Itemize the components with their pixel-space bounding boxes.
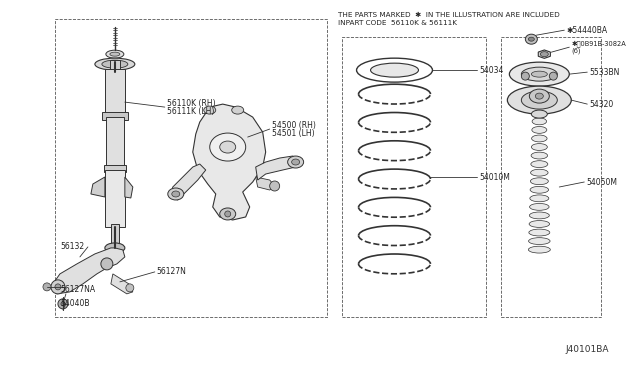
Ellipse shape <box>61 302 65 306</box>
Ellipse shape <box>105 243 125 253</box>
Ellipse shape <box>101 258 113 270</box>
Bar <box>342 37 486 317</box>
Ellipse shape <box>531 169 548 176</box>
Polygon shape <box>193 104 266 220</box>
Text: ✱54440BA: ✱54440BA <box>566 26 607 35</box>
Ellipse shape <box>529 229 550 236</box>
Ellipse shape <box>531 178 548 185</box>
Ellipse shape <box>532 118 547 125</box>
Ellipse shape <box>522 91 557 109</box>
Text: 54320: 54320 <box>589 100 614 109</box>
Ellipse shape <box>522 67 557 81</box>
Ellipse shape <box>102 60 128 68</box>
Ellipse shape <box>532 135 547 142</box>
Ellipse shape <box>210 133 246 161</box>
Bar <box>110 60 120 72</box>
Ellipse shape <box>525 34 538 44</box>
Bar <box>105 69 125 114</box>
Ellipse shape <box>232 106 244 114</box>
Ellipse shape <box>529 212 549 219</box>
Ellipse shape <box>58 299 68 309</box>
Bar <box>501 37 601 317</box>
Bar <box>55 19 326 317</box>
Text: 54040B: 54040B <box>60 299 90 308</box>
Ellipse shape <box>529 203 549 210</box>
Text: 56110K (RH): 56110K (RH) <box>167 99 216 108</box>
Ellipse shape <box>535 93 543 99</box>
Ellipse shape <box>225 211 230 217</box>
Ellipse shape <box>95 58 135 70</box>
Text: INPART CODE  56110K & 56111K: INPART CODE 56110K & 56111K <box>337 20 456 26</box>
Text: 56111K (LH): 56111K (LH) <box>167 107 214 116</box>
Ellipse shape <box>220 141 236 153</box>
Polygon shape <box>538 50 550 58</box>
Ellipse shape <box>531 110 547 118</box>
Ellipse shape <box>529 89 549 103</box>
Text: 54500 (RH): 54500 (RH) <box>271 121 316 129</box>
Ellipse shape <box>529 37 534 41</box>
Text: 54050M: 54050M <box>586 177 617 186</box>
Ellipse shape <box>51 280 65 294</box>
Ellipse shape <box>292 159 300 165</box>
Ellipse shape <box>287 156 303 168</box>
Ellipse shape <box>531 152 548 159</box>
Ellipse shape <box>106 50 124 58</box>
Ellipse shape <box>356 58 433 82</box>
Ellipse shape <box>172 191 180 197</box>
Text: THE PARTS MARKED  ✱  IN THE ILLUSTRATION ARE INCLUDED: THE PARTS MARKED ✱ IN THE ILLUSTRATION A… <box>337 12 559 18</box>
Ellipse shape <box>531 71 547 77</box>
Bar <box>105 170 125 227</box>
Ellipse shape <box>532 126 547 133</box>
Text: 56127NA: 56127NA <box>60 285 95 294</box>
Ellipse shape <box>508 86 572 114</box>
Ellipse shape <box>371 63 419 77</box>
Bar <box>106 117 124 167</box>
Polygon shape <box>53 248 125 294</box>
Ellipse shape <box>530 195 549 202</box>
Bar <box>104 165 126 172</box>
Ellipse shape <box>522 72 529 80</box>
Ellipse shape <box>43 283 51 291</box>
Polygon shape <box>111 274 133 294</box>
Polygon shape <box>256 177 276 190</box>
Ellipse shape <box>126 284 134 292</box>
Text: 5533BN: 5533BN <box>589 68 620 77</box>
Ellipse shape <box>540 52 548 57</box>
Text: 54010M: 54010M <box>479 173 510 182</box>
Polygon shape <box>125 177 133 198</box>
Ellipse shape <box>549 72 557 80</box>
Ellipse shape <box>204 106 216 114</box>
Ellipse shape <box>529 238 550 244</box>
Ellipse shape <box>509 62 570 86</box>
Bar <box>111 224 119 244</box>
Ellipse shape <box>55 284 61 290</box>
Polygon shape <box>170 164 205 200</box>
Ellipse shape <box>531 161 548 167</box>
Ellipse shape <box>110 52 120 56</box>
Polygon shape <box>256 156 300 180</box>
Ellipse shape <box>530 186 548 193</box>
Ellipse shape <box>529 246 550 253</box>
Ellipse shape <box>269 181 280 191</box>
Ellipse shape <box>220 208 236 220</box>
Text: J40101BA: J40101BA <box>566 345 609 354</box>
Text: 56132: 56132 <box>60 243 84 251</box>
Ellipse shape <box>168 188 184 200</box>
Ellipse shape <box>531 144 547 150</box>
Text: 56127N: 56127N <box>157 267 187 276</box>
Polygon shape <box>91 177 105 197</box>
Ellipse shape <box>529 221 550 227</box>
Text: ✱␷0B91B-3082A
(6): ✱␷0B91B-3082A (6) <box>572 40 626 54</box>
Bar <box>102 112 128 120</box>
Text: 54034: 54034 <box>479 65 504 75</box>
Text: 54501 (LH): 54501 (LH) <box>271 129 314 138</box>
